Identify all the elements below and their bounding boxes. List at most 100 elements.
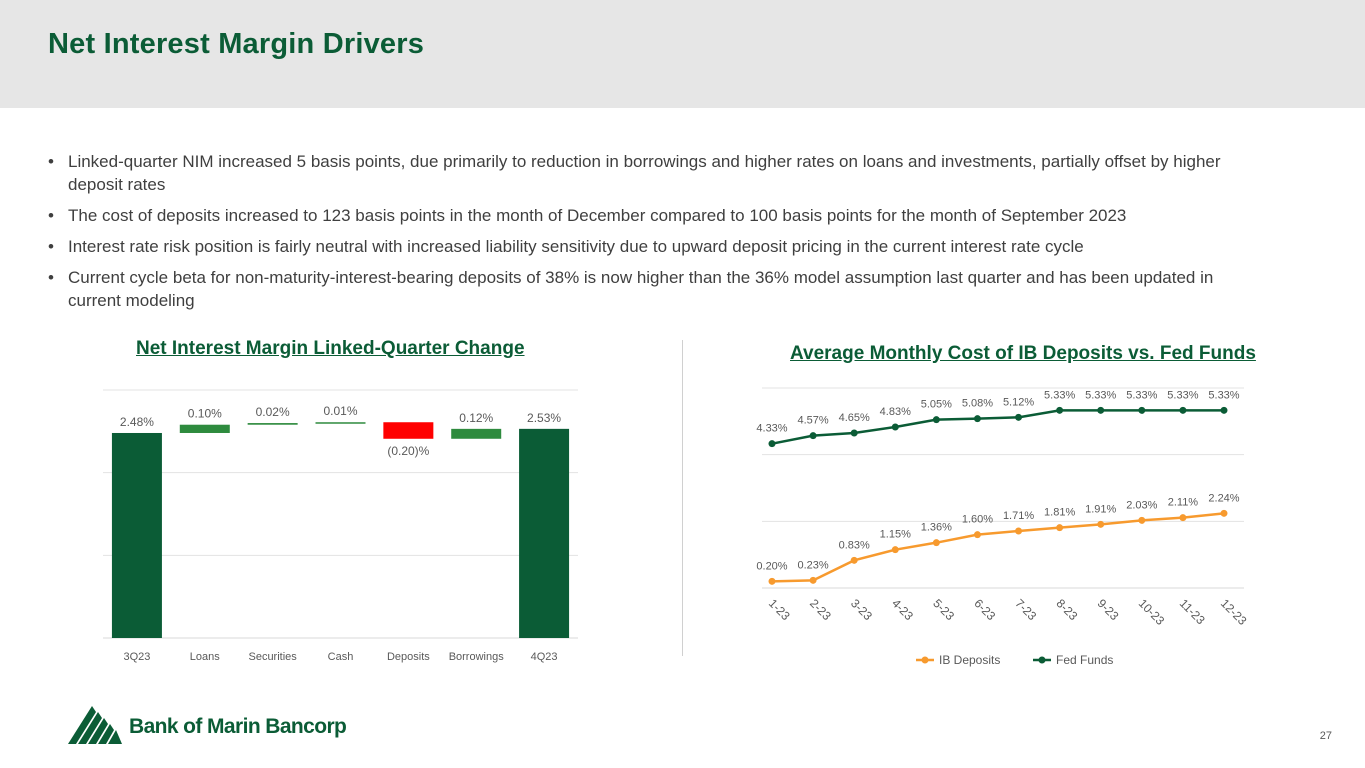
waterfall-bar — [383, 422, 434, 439]
data-point — [1220, 406, 1228, 414]
data-point — [768, 577, 776, 585]
data-point — [1015, 527, 1023, 535]
point-data-label: 4.57% — [797, 415, 828, 427]
logo-mark-icon — [68, 706, 122, 744]
point-data-label: 5.12% — [1003, 396, 1034, 408]
data-point — [1220, 509, 1228, 517]
point-data-label: 5.33% — [1208, 389, 1239, 401]
x-tick-label: Cash — [328, 651, 354, 663]
x-tick-label: Borrowings — [449, 651, 505, 663]
legend-marker — [1038, 656, 1046, 664]
bullet-item: Current cycle beta for non-maturity-inte… — [48, 266, 1248, 312]
x-tick-label: 10-23 — [1136, 596, 1168, 628]
x-tick-label: 2-23 — [807, 596, 834, 623]
waterfall-bar — [247, 423, 298, 425]
x-tick-label: 9-23 — [1095, 596, 1122, 623]
bar-data-label: 0.12% — [459, 411, 493, 425]
x-tick-label: Loans — [190, 651, 220, 663]
data-point — [973, 531, 981, 539]
data-point — [1097, 520, 1105, 528]
data-point — [973, 415, 981, 423]
point-data-label: 5.05% — [921, 399, 952, 411]
bullet-list: Linked-quarter NIM increased 5 basis poi… — [48, 150, 1248, 320]
x-tick-label: Deposits — [387, 651, 430, 663]
point-data-label: 0.83% — [839, 539, 870, 551]
x-tick-label: 12-23 — [1218, 596, 1250, 628]
waterfall-bar — [179, 424, 230, 433]
point-data-label: 0.23% — [797, 559, 828, 571]
point-data-label: 4.33% — [756, 423, 787, 435]
point-data-label: 1.15% — [880, 529, 911, 541]
x-tick-label: Securities — [248, 651, 297, 663]
company-name: Bank of Marin Bancorp — [129, 715, 347, 738]
data-point — [932, 539, 940, 547]
point-data-label: 1.71% — [1003, 510, 1034, 522]
legend-label: IB Deposits — [939, 653, 1000, 667]
data-point — [1056, 524, 1064, 532]
series-line — [771, 409, 1224, 445]
data-point — [809, 432, 817, 440]
point-data-label: 1.60% — [962, 514, 993, 526]
point-data-label: 1.81% — [1044, 507, 1075, 519]
series-line — [771, 512, 1225, 583]
bar-data-label: 0.10% — [188, 407, 222, 421]
point-data-label: 4.65% — [839, 412, 870, 424]
bar-data-label: 0.02% — [256, 405, 290, 419]
data-point — [1138, 516, 1146, 524]
bar-data-label: 2.48% — [120, 415, 154, 429]
x-tick-label: 4Q23 — [531, 651, 558, 663]
data-point — [1179, 514, 1187, 522]
legend-marker — [921, 656, 929, 664]
data-point — [1015, 413, 1023, 421]
page-number: 27 — [1319, 730, 1332, 742]
point-data-label: 4.83% — [880, 406, 911, 418]
x-tick-label: 6-23 — [971, 596, 998, 623]
header-bar: Net Interest Margin Drivers — [0, 0, 1365, 108]
data-point — [891, 546, 899, 554]
bullet-item: Linked-quarter NIM increased 5 basis poi… — [48, 150, 1248, 196]
point-data-label: 1.91% — [1085, 503, 1116, 515]
waterfall-bar — [315, 422, 366, 424]
bar-data-label: 0.01% — [323, 404, 357, 418]
data-point — [850, 556, 858, 564]
point-data-label: 1.36% — [921, 522, 952, 534]
point-data-label: 5.33% — [1167, 389, 1198, 401]
point-data-label: 0.20% — [756, 560, 787, 572]
data-point — [768, 440, 776, 448]
nim-chart-title: Net Interest Margin Linked-Quarter Chang… — [136, 338, 525, 359]
waterfall-bar — [111, 432, 162, 638]
point-data-label: 2.11% — [1168, 497, 1199, 509]
x-tick-label: 11-23 — [1177, 596, 1208, 627]
point-data-label: 5.33% — [1044, 389, 1075, 401]
x-tick-label: 1-23 — [766, 596, 793, 623]
data-point — [891, 423, 899, 431]
page-title: Net Interest Margin Drivers — [48, 28, 425, 60]
legend-label: Fed Funds — [1056, 653, 1113, 667]
data-point — [1138, 406, 1146, 414]
x-tick-label: 5-23 — [930, 596, 957, 623]
point-data-label: 5.33% — [1085, 389, 1116, 401]
chart-divider — [682, 340, 683, 656]
bar-data-label: (0.20)% — [387, 444, 429, 458]
bullet-item: The cost of deposits increased to 123 ba… — [48, 204, 1248, 227]
x-tick-label: 3Q23 — [123, 651, 150, 663]
point-data-label: 5.33% — [1126, 389, 1157, 401]
point-data-label: 5.08% — [962, 398, 993, 410]
deposit-cost-chart-title: Average Monthly Cost of IB Deposits vs. … — [790, 343, 1256, 364]
waterfall-bar — [451, 428, 502, 439]
x-tick-label: 7-23 — [1012, 596, 1039, 623]
x-tick-label: 8-23 — [1054, 596, 1081, 623]
data-point — [932, 416, 940, 424]
x-tick-label: 4-23 — [889, 596, 916, 623]
data-point — [1056, 406, 1064, 414]
data-point — [1179, 406, 1187, 414]
point-data-label: 2.03% — [1126, 499, 1157, 511]
data-point — [1097, 406, 1105, 414]
company-logo: Bank of Marin Bancorp — [66, 704, 347, 746]
point-data-label: 2.24% — [1208, 492, 1239, 504]
x-tick-label: 3-23 — [848, 596, 875, 623]
data-point — [809, 576, 817, 584]
bar-data-label: 2.53% — [527, 411, 561, 425]
